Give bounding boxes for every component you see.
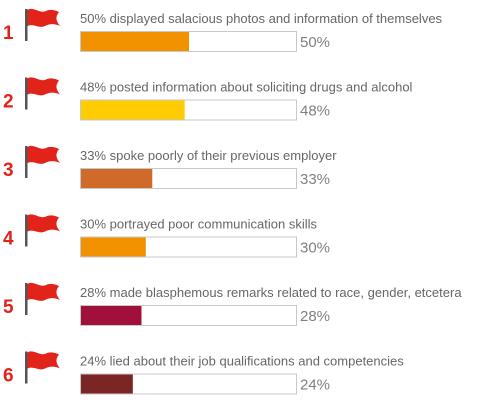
chart-row-3: 3 33% spoke poorly of their previous empl… — [3, 145, 337, 189]
item-label: 24% lied about their job qualifications … — [80, 354, 404, 369]
rank-number: 4 — [3, 229, 14, 250]
flag-cloth — [27, 282, 60, 301]
rank-number: 3 — [3, 160, 14, 181]
bar-fill — [81, 32, 189, 51]
red-flag-icon — [25, 8, 60, 41]
bar-fill — [81, 237, 146, 257]
rank-number: 1 — [3, 23, 14, 44]
item-label: 50% displayed salacious photos and infor… — [80, 11, 443, 26]
bar-fill — [81, 100, 185, 120]
percent-label: 50% — [300, 34, 330, 51]
red-flag-icon — [25, 145, 60, 178]
flag-pole — [25, 146, 28, 178]
chart-row-4: 4 30% portrayed poor communication skills… — [3, 214, 330, 258]
item-label: 48% posted information about soliciting … — [80, 80, 413, 95]
red-flag-icon — [25, 77, 60, 110]
bar-fill — [81, 374, 133, 394]
percent-label: 28% — [300, 308, 330, 325]
red-flag-icon — [25, 282, 60, 315]
percent-label: 30% — [300, 240, 330, 257]
flag-pole — [25, 77, 28, 110]
flag-cloth — [27, 214, 60, 233]
red-flag-icon — [25, 351, 60, 384]
percent-label: 33% — [300, 171, 330, 188]
percent-label: 24% — [300, 377, 330, 394]
chart-row-5: 5 28% made blasphemous remarks related to… — [3, 282, 462, 326]
red-flag-icon — [25, 214, 60, 247]
bar-fill — [81, 169, 153, 188]
flag-pole — [25, 283, 28, 315]
rank-number: 5 — [3, 297, 14, 318]
item-label: 28% made blasphemous remarks related to … — [80, 285, 462, 300]
bar-track — [80, 373, 297, 395]
item-label: 30% portrayed poor communication skills — [80, 217, 317, 232]
flag-pole — [25, 9, 28, 41]
item-label: 33% spoke poorly of their previous emplo… — [80, 148, 337, 163]
rank-number: 6 — [3, 366, 14, 387]
chart-row-6: 6 24% lied about their job qualifications… — [3, 351, 404, 395]
flag-pole — [25, 351, 28, 384]
flag-cloth — [27, 8, 60, 27]
flag-cloth — [27, 77, 60, 96]
bar-fill — [81, 306, 142, 325]
flag-pole — [25, 214, 28, 247]
percent-label: 48% — [300, 103, 330, 120]
chart-row-2: 2 48% posted information about soliciting… — [3, 77, 413, 121]
flag-cloth — [27, 145, 60, 164]
rank-number: 2 — [3, 92, 14, 113]
chart-row-1: 1 50% displayed salacious photos and info… — [3, 8, 443, 52]
flag-cloth — [27, 351, 60, 370]
